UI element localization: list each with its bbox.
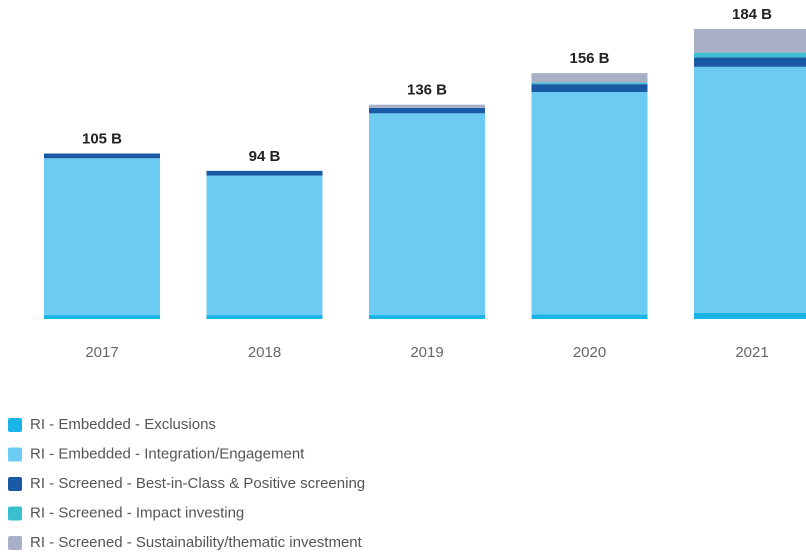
bar-segment	[531, 92, 648, 315]
bar-segment	[694, 29, 806, 53]
total-label: 156 B	[569, 50, 609, 67]
bar-segment	[369, 104, 485, 108]
x-tick-label: 2018	[248, 344, 281, 361]
x-tick-label: 2017	[85, 344, 118, 361]
bar-segment	[694, 66, 806, 313]
bar-segment	[44, 158, 160, 316]
bar-segment	[44, 153, 160, 159]
bar-segment	[369, 107, 485, 114]
bar-segment	[531, 84, 648, 93]
bar-segment	[369, 315, 485, 319]
x-tick-label: 2021	[735, 344, 768, 361]
x-tick-label: 2020	[573, 344, 606, 361]
bar-segment	[44, 315, 160, 319]
x-tick-label: 2019	[410, 344, 443, 361]
legend-label: RI - Embedded - Exclusions	[30, 416, 216, 433]
total-label: 105 B	[82, 130, 122, 147]
legend-label: RI - Screened - Best-in-Class & Positive…	[30, 475, 365, 492]
bar-segment	[694, 52, 806, 58]
legend-label: RI - Embedded - Integration/Engagement	[30, 445, 305, 462]
bar-segment	[694, 57, 806, 67]
bar-segment	[206, 170, 323, 176]
total-label: 184 B	[732, 6, 772, 23]
legend-swatch	[8, 477, 22, 491]
legend-label: RI - Screened - Impact investing	[30, 504, 244, 521]
legend-swatch	[8, 536, 22, 550]
bar-segment	[694, 312, 806, 319]
legend-swatch	[8, 418, 22, 432]
total-label: 94 B	[249, 148, 281, 165]
bar-segment	[369, 113, 485, 316]
bar-segment	[531, 314, 648, 319]
legend-swatch	[8, 447, 22, 462]
bar-segment	[531, 82, 648, 85]
bar-segment	[206, 315, 323, 319]
legend-swatch	[8, 506, 22, 521]
bar-segment	[531, 73, 648, 83]
total-label: 136 B	[407, 82, 447, 99]
legend-label: RI - Screened - Sustainability/thematic …	[30, 534, 363, 551]
bar-segment	[206, 175, 323, 316]
